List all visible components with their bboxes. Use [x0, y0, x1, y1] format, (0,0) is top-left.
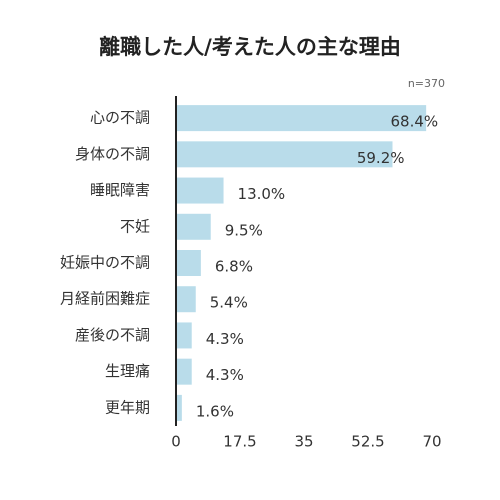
category-label: 心の不調 — [90, 109, 150, 127]
category-label: 更年期 — [105, 398, 150, 416]
value-label: 4.3% — [206, 330, 244, 348]
x-tick-label: 35 — [294, 433, 313, 451]
category-label: 睡眠障害 — [90, 181, 150, 199]
bar — [176, 358, 192, 385]
bar — [176, 177, 224, 204]
x-tick-label: 52.5 — [351, 433, 384, 451]
bar — [176, 141, 393, 168]
x-tick-label: 70 — [422, 433, 441, 451]
category-label: 身体の不調 — [75, 145, 150, 163]
category-label: 妊娠中の不調 — [60, 254, 150, 272]
bar — [176, 322, 192, 349]
category-label: 産後の不調 — [75, 326, 150, 344]
sample-size: n=370 — [408, 77, 445, 90]
value-label: 68.4% — [390, 113, 438, 131]
bar — [176, 286, 196, 313]
value-label: 13.0% — [238, 185, 286, 203]
value-label: 1.6% — [196, 402, 234, 420]
value-label: 6.8% — [215, 258, 253, 276]
value-label: 4.3% — [206, 366, 244, 384]
x-tick-label: 17.5 — [223, 433, 256, 451]
category-label: 不妊 — [120, 217, 150, 235]
bar — [176, 213, 211, 240]
chart-title: 離職した人/考えた人の主な理由 — [99, 35, 401, 59]
value-label: 59.2% — [357, 149, 405, 167]
bar — [176, 250, 201, 276]
value-label: 9.5% — [225, 221, 263, 239]
bar — [176, 105, 427, 132]
value-label: 5.4% — [210, 294, 248, 312]
bar — [176, 394, 182, 421]
category-label: 月経前困難症 — [60, 290, 150, 308]
x-tick-label: 0 — [171, 433, 181, 451]
category-label: 生理痛 — [105, 362, 150, 380]
